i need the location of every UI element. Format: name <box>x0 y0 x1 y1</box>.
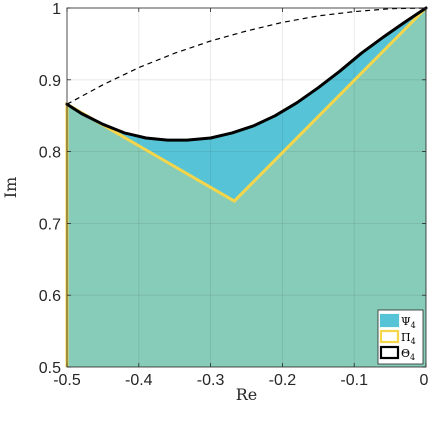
legend-label: Θ4 <box>401 347 415 362</box>
y-tick-label: 0.9 <box>39 73 61 90</box>
pi4-region <box>67 8 426 367</box>
y-tick-label: 1 <box>52 1 61 18</box>
x-tick-label: -0.4 <box>125 372 153 389</box>
x-axis-label: Re <box>236 385 258 404</box>
x-tick-label: -0.5 <box>53 372 81 389</box>
legend-label: Ψ4 <box>401 315 416 330</box>
regions <box>67 8 426 367</box>
x-tick-label: -0.3 <box>197 372 225 389</box>
legend-swatch <box>379 345 400 360</box>
legend-label: Π4 <box>401 331 416 346</box>
x-tick-label: -0.1 <box>340 372 368 389</box>
x-tick-label: -0.2 <box>269 372 297 389</box>
psi4-region <box>67 8 426 202</box>
legend-swatch <box>379 313 400 328</box>
ticks: -0.5 -0.4 -0.3 -0.2 -0.1 0 0.5 0.6 0.7 0.8 0.9 1 <box>39 1 429 389</box>
plot-frame <box>66 7 427 368</box>
theta4-curve <box>65 6 428 142</box>
y-tick-label: 0.7 <box>39 216 61 233</box>
y-tick-label: 0.6 <box>39 288 61 305</box>
x-tick-label: 0 <box>420 372 429 389</box>
legend-swatch <box>379 329 400 344</box>
y-tick-label: 0.8 <box>39 145 61 162</box>
dashed-arc <box>66 7 427 105</box>
y-axis-label: Im <box>1 177 20 199</box>
y-tick-label: 0.5 <box>39 360 61 377</box>
